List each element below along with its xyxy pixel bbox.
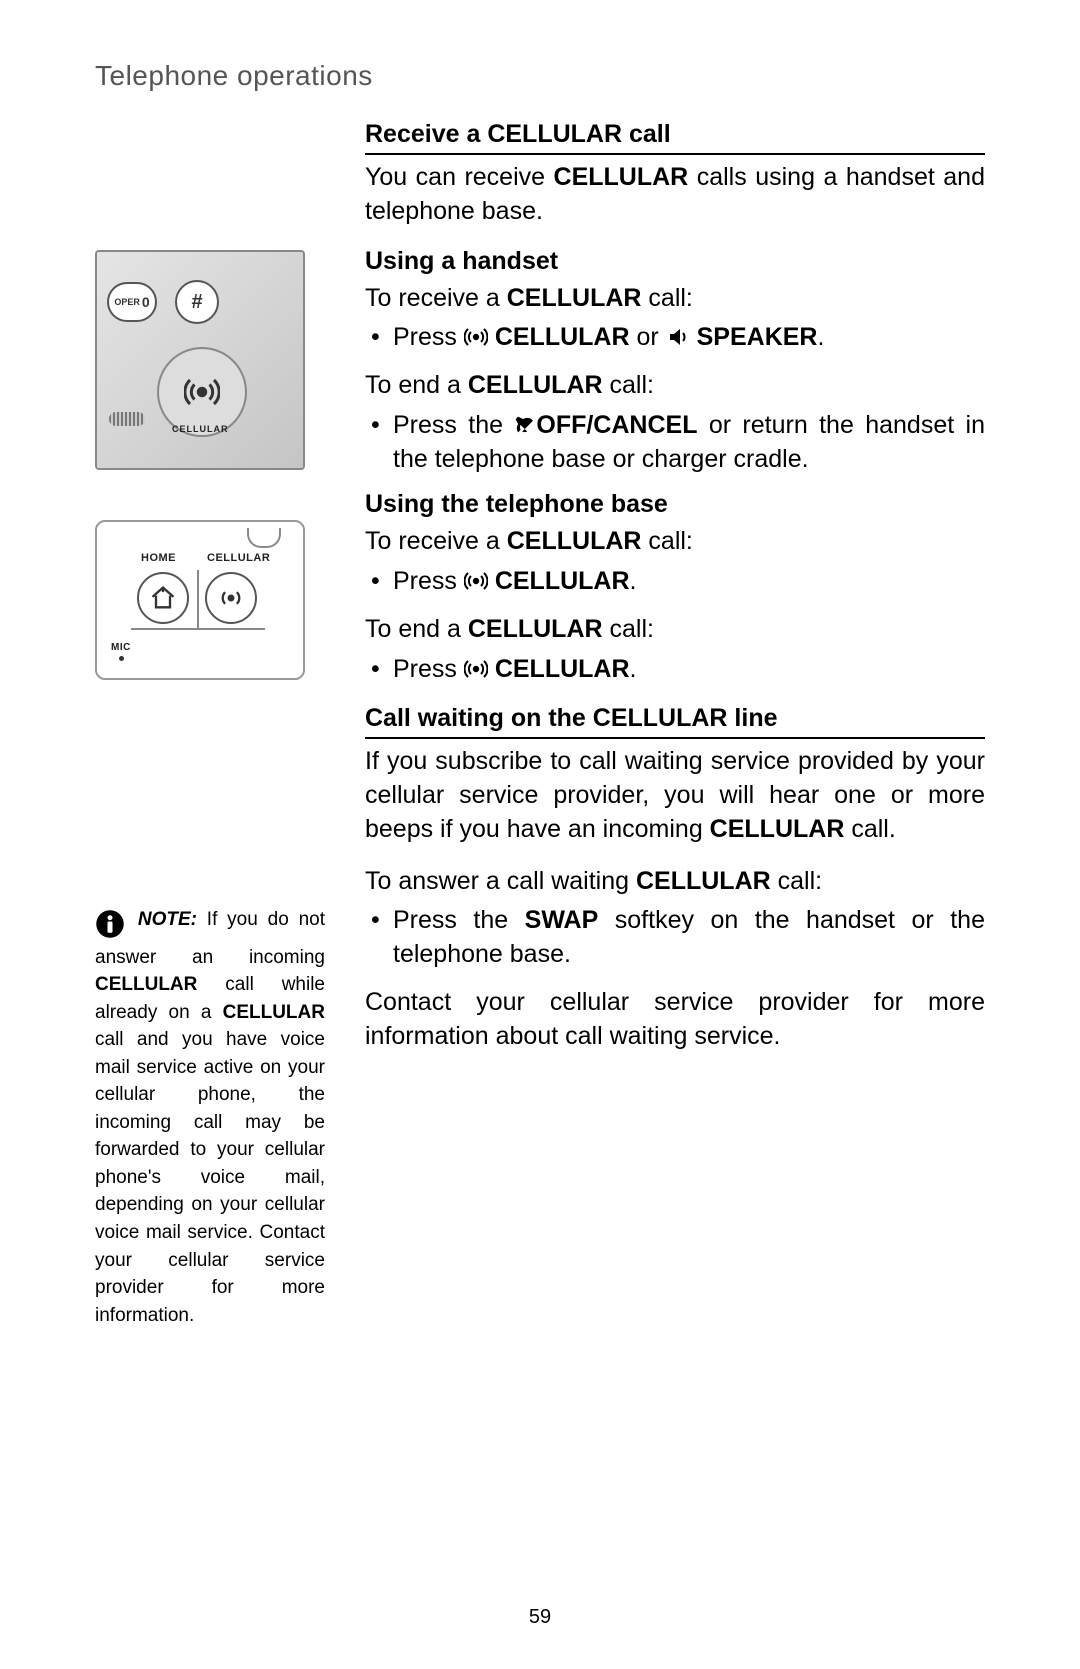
handset-end-line: To end a CELLULAR call: xyxy=(365,369,985,403)
t: or xyxy=(630,323,666,351)
base-receive-bullets: Press CELLULAR. xyxy=(365,565,985,599)
info-icon xyxy=(95,905,138,938)
t: call. xyxy=(844,815,895,843)
base-mic-label: MIC xyxy=(111,642,131,653)
section-title-waiting: Call waiting on the CELLULAR line xyxy=(365,704,985,739)
handset-receive-line: To receive a CELLULAR call: xyxy=(365,282,985,316)
t: CELLULAR xyxy=(554,163,689,191)
t: call: xyxy=(603,371,654,399)
t: Press xyxy=(393,323,464,351)
zero-key: 0 xyxy=(142,294,150,310)
t: call: xyxy=(603,615,654,643)
t: call: xyxy=(641,284,692,312)
bullet: Press CELLULAR. xyxy=(365,565,985,599)
off-icon xyxy=(514,415,536,437)
cellular-icon xyxy=(217,584,245,612)
speaker-icon xyxy=(666,325,690,349)
base-illustration: HOME CELLULAR MIC xyxy=(95,520,305,680)
t: Press the xyxy=(393,411,514,439)
base-receive-line: To receive a CELLULAR call: xyxy=(365,525,985,559)
cellular-icon xyxy=(464,657,488,681)
cellular-key-label: CELLULAR xyxy=(172,424,229,434)
two-column-layout: OPER 0 # CELLULAR HOME CELLULAR xyxy=(95,120,985,1329)
bullet: Press the SWAP softkey on the handset or… xyxy=(365,904,985,972)
waiting-p2: Contact your cellular service provider f… xyxy=(365,986,985,1054)
t: CELLULAR xyxy=(495,323,630,351)
t: . xyxy=(630,655,637,683)
subtitle-handset: Using a handset xyxy=(365,247,985,276)
t: OFF/CANCEL xyxy=(536,411,697,439)
t: CELLULAR xyxy=(507,527,642,555)
t: SPEAKER xyxy=(697,323,818,351)
t: To receive a xyxy=(365,284,507,312)
t: call: xyxy=(771,867,822,895)
section-title-receive: Receive a CELLULAR call xyxy=(365,120,985,155)
t: . xyxy=(630,567,637,595)
page-number: 59 xyxy=(0,1606,1080,1629)
home-icon xyxy=(149,584,177,612)
t: To end a xyxy=(365,615,468,643)
subtitle-base: Using the telephone base xyxy=(365,490,985,519)
note-bold-2: CELLULAR xyxy=(223,1002,325,1023)
bullet: Press the OFF/CANCEL or return the hands… xyxy=(365,409,985,477)
waiting-answer-line: To answer a call waiting CELLULAR call: xyxy=(365,865,985,899)
base-end-line: To end a CELLULAR call: xyxy=(365,613,985,647)
t: CELLULAR xyxy=(710,815,845,843)
handset-receive-bullets: Press CELLULAR or SPEAKER. xyxy=(365,321,985,355)
base-cellular-button xyxy=(205,572,257,624)
t: To receive a xyxy=(365,527,507,555)
left-column: OPER 0 # CELLULAR HOME CELLULAR xyxy=(95,120,325,1329)
t: To answer a call waiting xyxy=(365,867,636,895)
note-block: NOTE: If you do not answer an incoming C… xyxy=(95,900,325,1329)
t: CELLULAR xyxy=(495,655,630,683)
hash-key: # xyxy=(191,291,202,314)
t: SWAP xyxy=(525,906,599,934)
waiting-p1: If you subscribe to call waiting service… xyxy=(365,745,985,846)
right-column: Receive a CELLULAR call You can receive … xyxy=(365,120,985,1329)
base-end-bullets: Press CELLULAR. xyxy=(365,653,985,687)
cellular-icon xyxy=(184,374,220,410)
waiting-bullets: Press the SWAP softkey on the handset or… xyxy=(365,904,985,972)
t: . xyxy=(817,323,824,351)
t: CELLULAR xyxy=(468,615,603,643)
t: CELLULAR xyxy=(495,567,630,595)
base-home-label: HOME xyxy=(141,552,176,564)
t: call: xyxy=(641,527,692,555)
bullet: Press CELLULAR or SPEAKER. xyxy=(365,321,985,355)
t: CELLULAR xyxy=(507,284,642,312)
bullet: Press CELLULAR. xyxy=(365,653,985,687)
base-cellular-label: CELLULAR xyxy=(207,552,270,564)
handset-illustration: OPER 0 # CELLULAR xyxy=(95,250,305,470)
base-home-button xyxy=(137,572,189,624)
receive-intro: You can receive CELLULAR calls using a h… xyxy=(365,161,985,229)
t: CELLULAR xyxy=(636,867,771,895)
t: Press the xyxy=(393,906,525,934)
note-bold-1: CELLULAR xyxy=(95,974,197,995)
handset-end-bullets: Press the OFF/CANCEL or return the hands… xyxy=(365,409,985,477)
cellular-icon xyxy=(464,325,488,349)
manual-page: Telephone operations OPER 0 # CELLULAR xyxy=(0,0,1080,1669)
section-header: Telephone operations xyxy=(95,60,985,92)
cellular-icon xyxy=(464,569,488,593)
t: Press xyxy=(393,655,464,683)
note-label: NOTE: xyxy=(138,909,197,930)
t: CELLULAR xyxy=(468,371,603,399)
note-text-3: call and you have voice mail service act… xyxy=(95,1029,325,1325)
oper-key-label: OPER xyxy=(114,297,140,307)
t: To end a xyxy=(365,371,468,399)
t: You can receive xyxy=(365,163,554,191)
t: Press xyxy=(393,567,464,595)
